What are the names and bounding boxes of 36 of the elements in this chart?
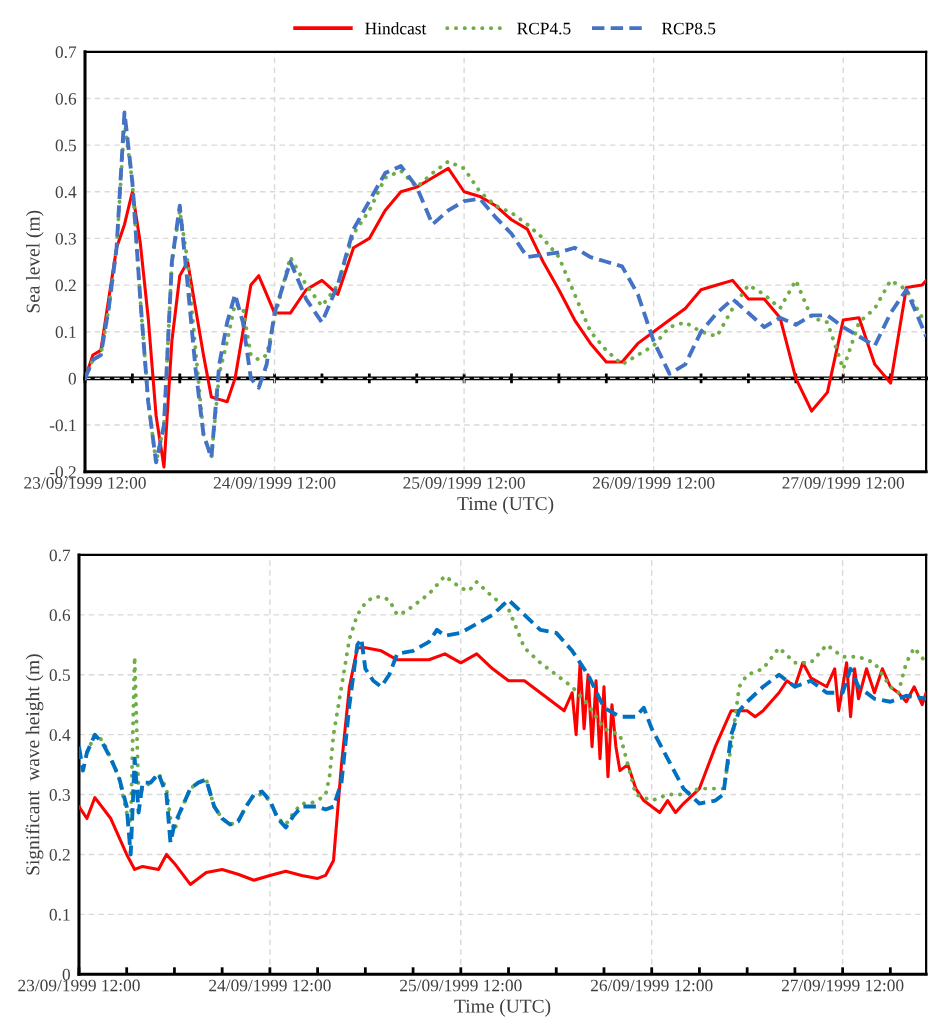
x-axis-title: Time (UTC) bbox=[457, 496, 554, 515]
y-tick-label: 0 bbox=[68, 372, 77, 385]
legend-label: RCP4.5 bbox=[517, 22, 571, 35]
x-tick-label: 24/09/1999 12:00 bbox=[213, 477, 336, 489]
x-tick-label: 26/09/1999 12:00 bbox=[592, 477, 715, 489]
x-tick-label: 23/09/1999 12:00 bbox=[24, 477, 146, 489]
y-tick-label: -0.1 bbox=[49, 419, 76, 432]
legend-label: RCP8.5 bbox=[661, 22, 716, 35]
y-tick-label: 0.7 bbox=[55, 46, 77, 59]
y-tick-label: 0.4 bbox=[55, 186, 77, 199]
y-tick-label: 0.5 bbox=[55, 139, 76, 152]
y-tick-label: 0.2 bbox=[49, 848, 70, 861]
y-tick-label: 0.3 bbox=[49, 789, 70, 801]
y-tick-label: 0.2 bbox=[55, 279, 76, 292]
x-tick-label: 23/09/1999 12:00 bbox=[18, 979, 140, 992]
y-tick-label: 0.7 bbox=[49, 549, 71, 562]
y-axis-title: Significant wave height (m) bbox=[25, 654, 44, 875]
x-tick-label: 25/09/1999 12:00 bbox=[400, 979, 522, 992]
y-tick-label: -0.2 bbox=[49, 466, 76, 478]
x-axis-title: Time (UTC) bbox=[454, 999, 551, 1017]
legend-label: Hindcast bbox=[365, 22, 427, 35]
y-axis-title: Sea level (m) bbox=[26, 210, 44, 313]
y-tick-label: 0.4 bbox=[49, 729, 71, 741]
y-tick-label: 0.3 bbox=[55, 232, 76, 245]
y-tick-label: 0.1 bbox=[49, 908, 70, 921]
x-tick-label: 26/09/1999 12:00 bbox=[590, 979, 713, 992]
line-series bbox=[78, 597, 927, 857]
x-tick-label: 25/09/1999 12:00 bbox=[403, 477, 525, 489]
x-tick-label: 27/09/1999 12:00 bbox=[782, 477, 905, 489]
x-tick-label: 24/09/1999 12:00 bbox=[209, 979, 331, 992]
y-tick-label: 0.6 bbox=[49, 609, 71, 622]
y-tick-label: 0 bbox=[62, 968, 70, 981]
y-tick-label: 0.5 bbox=[49, 669, 70, 682]
y-tick-label: 0.1 bbox=[55, 326, 76, 338]
y-tick-label: 0.6 bbox=[55, 92, 77, 105]
x-tick-label: 27/09/1999 12:00 bbox=[781, 979, 904, 992]
